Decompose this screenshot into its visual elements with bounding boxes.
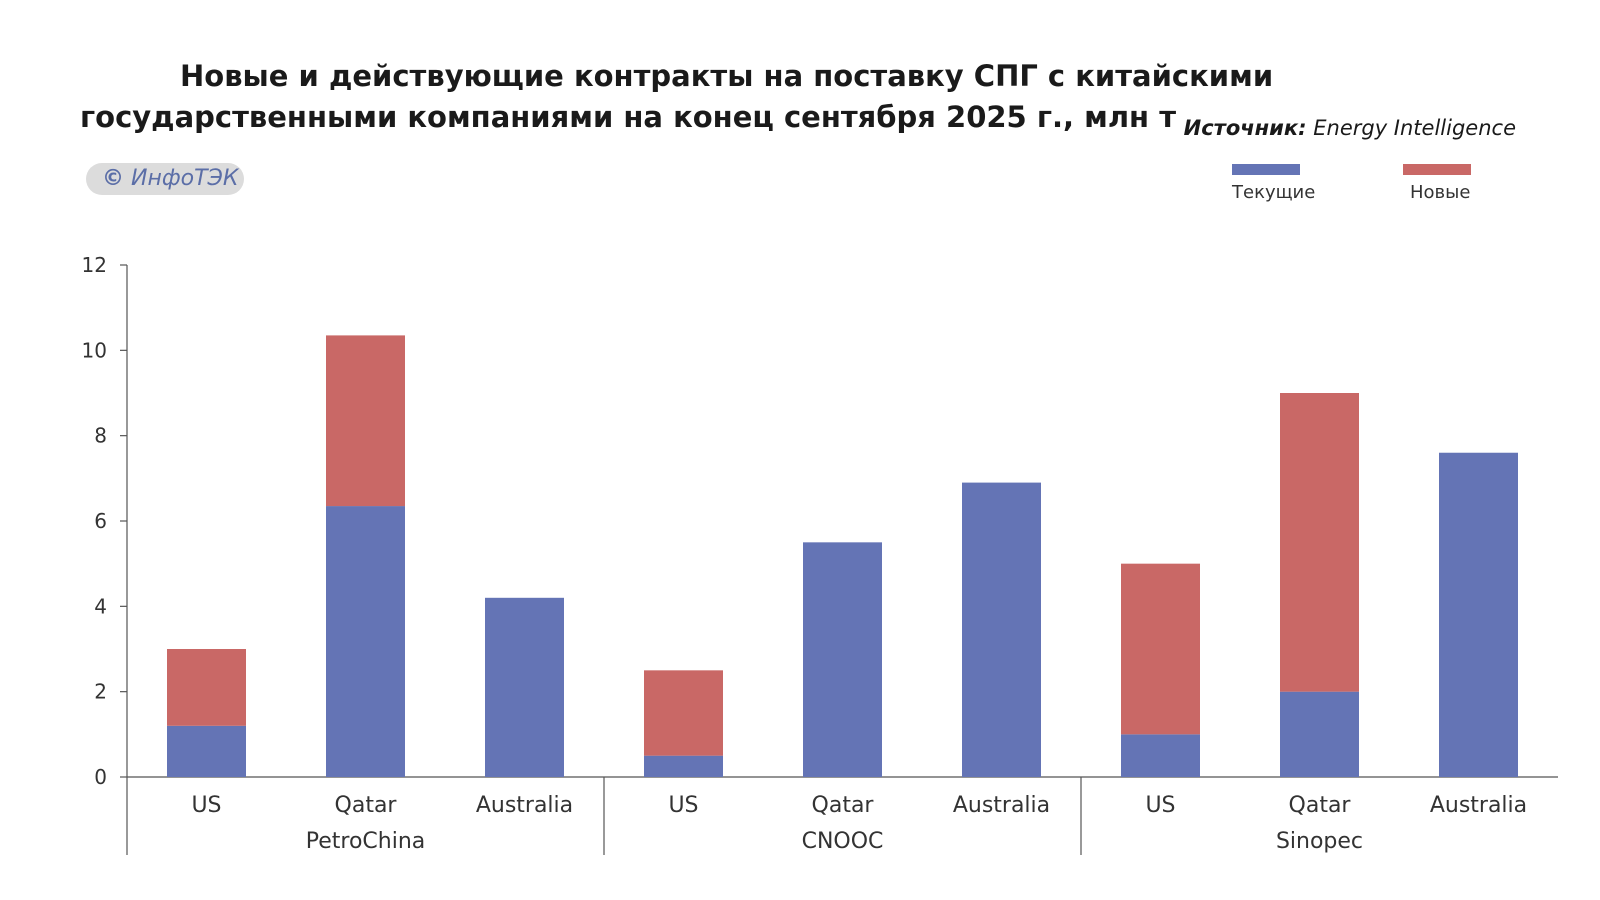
- y-tick-label: 0: [94, 765, 107, 789]
- x-category-label: Australia: [1430, 793, 1527, 818]
- x-category-label: Qatar: [812, 793, 875, 818]
- legend-label-new: Новые: [1410, 182, 1471, 203]
- bar-current: [326, 506, 405, 777]
- x-group-label: CNOOC: [802, 829, 884, 854]
- copyright-icon: ©: [102, 166, 124, 191]
- x-group-label: PetroChina: [306, 829, 426, 854]
- x-category-label: US: [668, 793, 698, 818]
- y-tick-label: 8: [94, 424, 107, 448]
- bar-current: [644, 755, 723, 777]
- legend-swatch-new: [1403, 164, 1471, 175]
- bar-current: [1121, 734, 1200, 777]
- source-note: Источник: Energy Intelligence: [1184, 116, 1516, 140]
- y-tick-label: 6: [94, 509, 107, 533]
- chart-title: Новые и действующие контракты на поставк…: [80, 59, 1274, 134]
- y-tick-label: 10: [82, 338, 107, 362]
- x-group-label: Sinopec: [1276, 829, 1363, 854]
- x-category-label: Qatar: [335, 793, 398, 818]
- watermark-text: ИнфоТЭК: [131, 166, 239, 191]
- bar-current: [803, 542, 882, 777]
- legend-label-current: Текущие: [1232, 182, 1316, 203]
- bar-current: [1280, 691, 1359, 777]
- bar-new: [644, 670, 723, 756]
- bar-current: [962, 482, 1041, 777]
- x-category-label: US: [1145, 793, 1175, 818]
- x-category-label: Qatar: [1289, 793, 1352, 818]
- source-value: Energy Intelligence: [1313, 116, 1516, 140]
- watermark-badge: © ИнфоТЭК: [86, 163, 244, 195]
- y-tick-label: 2: [94, 680, 107, 704]
- y-tick-label: 4: [94, 594, 107, 618]
- y-tick-label: 12: [82, 253, 107, 277]
- x-category-label: US: [191, 793, 221, 818]
- x-category-label: Australia: [953, 793, 1050, 818]
- bar-new: [167, 649, 246, 726]
- bar-new: [1280, 393, 1359, 692]
- source-label: Источник:: [1183, 116, 1307, 140]
- bar-new: [1121, 563, 1200, 735]
- bar-current: [1439, 452, 1518, 777]
- bar-current: [485, 597, 564, 777]
- bar-new: [326, 335, 405, 507]
- legend-swatch-current: [1232, 164, 1300, 175]
- x-category-label: Australia: [476, 793, 573, 818]
- bar-current: [167, 725, 246, 777]
